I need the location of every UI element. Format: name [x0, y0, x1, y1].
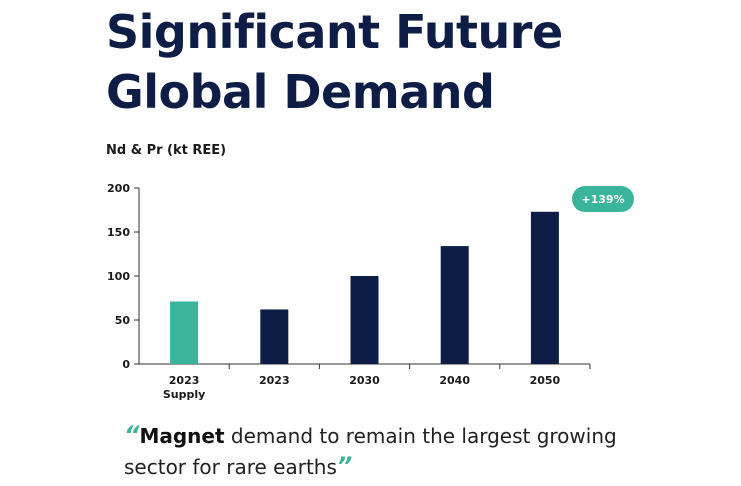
x-tick-label: 2023 — [169, 374, 200, 387]
page-title: Significant Future Global Demand — [106, 2, 563, 122]
x-tick-label: 2030 — [349, 374, 380, 387]
open-quote-mark: “ — [124, 421, 140, 449]
x-tick-label: Supply — [163, 388, 205, 401]
bar — [530, 211, 559, 364]
bar — [350, 276, 379, 364]
y-tick-label: 100 — [107, 270, 130, 283]
y-tick-label: 200 — [107, 182, 130, 195]
quote-text: demand to remain the largest growing sec… — [124, 424, 617, 479]
close-quote-mark: ” — [336, 452, 353, 480]
quote: “Magnet demand to remain the largest gro… — [124, 420, 644, 482]
y-tick-label: 0 — [122, 358, 130, 371]
y-tick-label: 50 — [115, 314, 131, 327]
x-tick-label: 2040 — [439, 374, 470, 387]
y-axis-label: Nd & Pr (kt REE) — [106, 143, 227, 158]
title-line-1: Significant Future — [106, 5, 563, 59]
bar — [260, 309, 289, 364]
bar — [440, 246, 469, 364]
title-line-2: Global Demand — [106, 65, 495, 119]
y-tick-label: 150 — [107, 226, 130, 239]
quote-bold: Magnet — [139, 424, 225, 448]
x-tick-label: 2023 — [259, 374, 290, 387]
bar — [170, 301, 199, 364]
growth-badge: +139% — [572, 186, 634, 212]
x-tick-label: 2050 — [530, 374, 561, 387]
